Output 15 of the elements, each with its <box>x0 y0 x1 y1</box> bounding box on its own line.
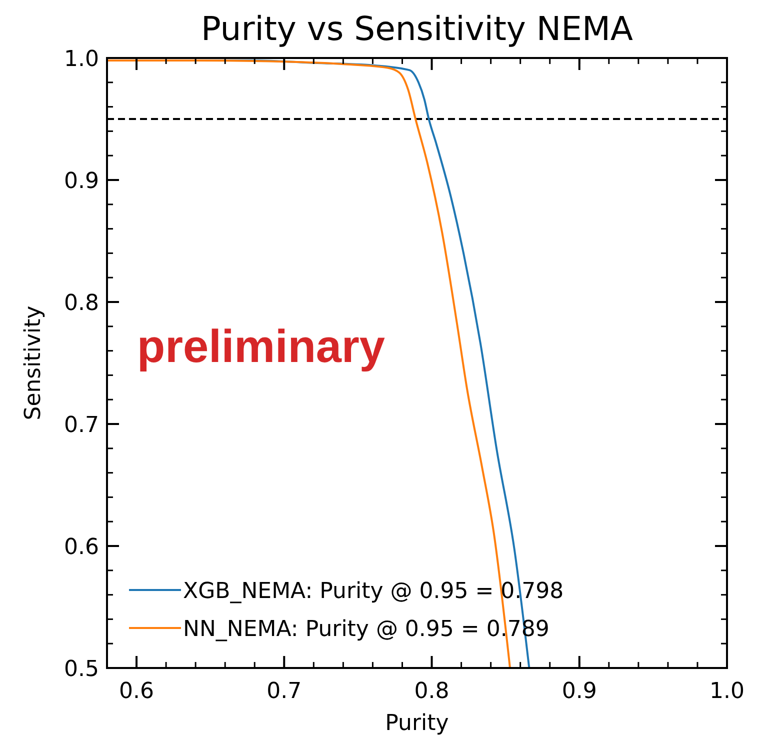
x-tick-label: 0.7 <box>266 679 302 704</box>
x-tick-label: 0.9 <box>562 679 597 704</box>
x-axis-title: Purity <box>385 711 449 736</box>
x-tick-label: 1.0 <box>710 679 744 704</box>
y-tick-label: 0.7 <box>64 413 99 438</box>
y-tick-label: 1.0 <box>64 47 99 72</box>
y-tick-label: 0.6 <box>64 535 99 560</box>
y-axis-title: Sensitivity <box>21 306 46 420</box>
x-tick-label: 0.6 <box>119 679 154 704</box>
y-tick-label: 0.8 <box>64 291 99 316</box>
y-tick-label: 0.5 <box>64 657 99 682</box>
annotation: preliminary <box>137 320 386 372</box>
x-tick-label: 0.8 <box>414 679 450 704</box>
chart-title: Purity vs Sensitivity NEMA <box>200 9 634 48</box>
y-tick-label: 0.9 <box>64 169 99 194</box>
